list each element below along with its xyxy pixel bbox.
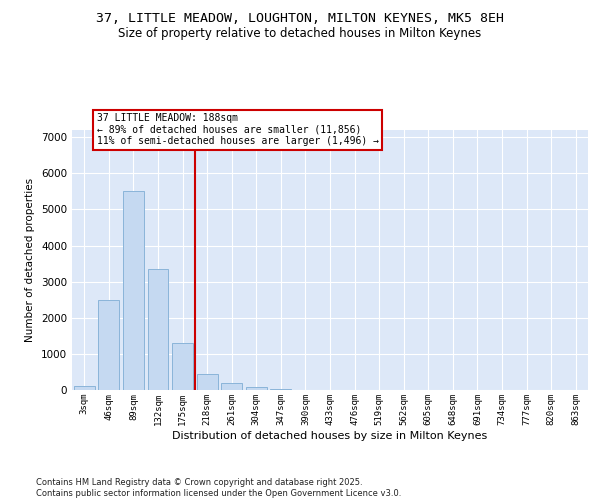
Bar	[197, 374, 218, 390]
X-axis label: Distribution of detached houses by size in Milton Keynes: Distribution of detached houses by size …	[172, 430, 488, 440]
Text: Contains HM Land Registry data © Crown copyright and database right 2025.
Contai: Contains HM Land Registry data © Crown c…	[36, 478, 401, 498]
Text: 37 LITTLE MEADOW: 188sqm
← 89% of detached houses are smaller (11,856)
11% of se: 37 LITTLE MEADOW: 188sqm ← 89% of detach…	[97, 113, 379, 146]
Text: Size of property relative to detached houses in Milton Keynes: Size of property relative to detached ho…	[118, 28, 482, 40]
Bar	[98, 300, 119, 390]
Y-axis label: Number of detached properties: Number of detached properties	[25, 178, 35, 342]
Bar	[271, 388, 292, 390]
Bar	[221, 383, 242, 390]
Bar	[246, 387, 267, 390]
Bar	[123, 192, 144, 390]
Bar	[172, 343, 193, 390]
Text: 37, LITTLE MEADOW, LOUGHTON, MILTON KEYNES, MK5 8EH: 37, LITTLE MEADOW, LOUGHTON, MILTON KEYN…	[96, 12, 504, 26]
Bar	[74, 386, 95, 390]
Bar	[148, 269, 169, 390]
